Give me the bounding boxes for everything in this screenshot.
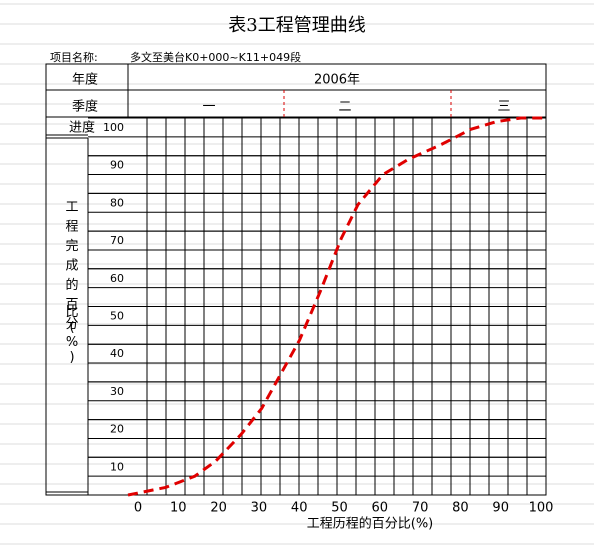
x-tick-label: 80: [452, 501, 469, 516]
y-tick-label: 100: [103, 121, 124, 134]
x-tick-label: 100: [529, 501, 554, 516]
quarter: 一: [202, 100, 215, 115]
quarter: 三: [497, 100, 510, 115]
x-tick-label: 30: [251, 501, 268, 516]
quarter-label: 季度: [72, 99, 98, 115]
project-label: 项目名称:: [50, 50, 98, 64]
y-tick-label: 80: [110, 196, 124, 209]
y-tick-label: 40: [110, 347, 124, 360]
x-axis-label: 工程历程的百分比(%): [307, 516, 434, 532]
year-label: 年度: [72, 72, 98, 88]
y-tick-label: 20: [110, 423, 124, 436]
x-tick-label: 10: [170, 501, 187, 516]
table-frame: [45, 63, 547, 496]
x-tick-label: 0: [134, 501, 142, 516]
x-tick-label: 40: [291, 501, 308, 516]
x-tick-label: 60: [372, 501, 389, 516]
y-tick-label: 60: [110, 272, 124, 285]
y-tick-label: 30: [110, 385, 124, 398]
x-tick-label: 70: [412, 501, 429, 516]
x-tick-label: 90: [492, 501, 509, 516]
progress-label: 进度: [69, 120, 95, 136]
table-border: [45, 63, 547, 496]
project-name: 多文至美台K0+000~K11+049段: [130, 50, 301, 64]
quarter: 二: [338, 100, 351, 115]
y-tick-label: 90: [110, 159, 124, 172]
x-tick-label: 20: [210, 501, 227, 516]
line-series: [127, 116, 546, 497]
y-axis-label: 工程完成的百分比(%): [65, 200, 78, 365]
y-tick-label: 10: [110, 460, 124, 473]
year: 2006年: [314, 73, 360, 88]
x-tick-label: 50: [331, 501, 348, 516]
y-tick-label: 70: [110, 234, 124, 247]
chart-title: 表3工程管理曲线: [228, 15, 365, 36]
y-tick-label: 50: [110, 310, 124, 323]
